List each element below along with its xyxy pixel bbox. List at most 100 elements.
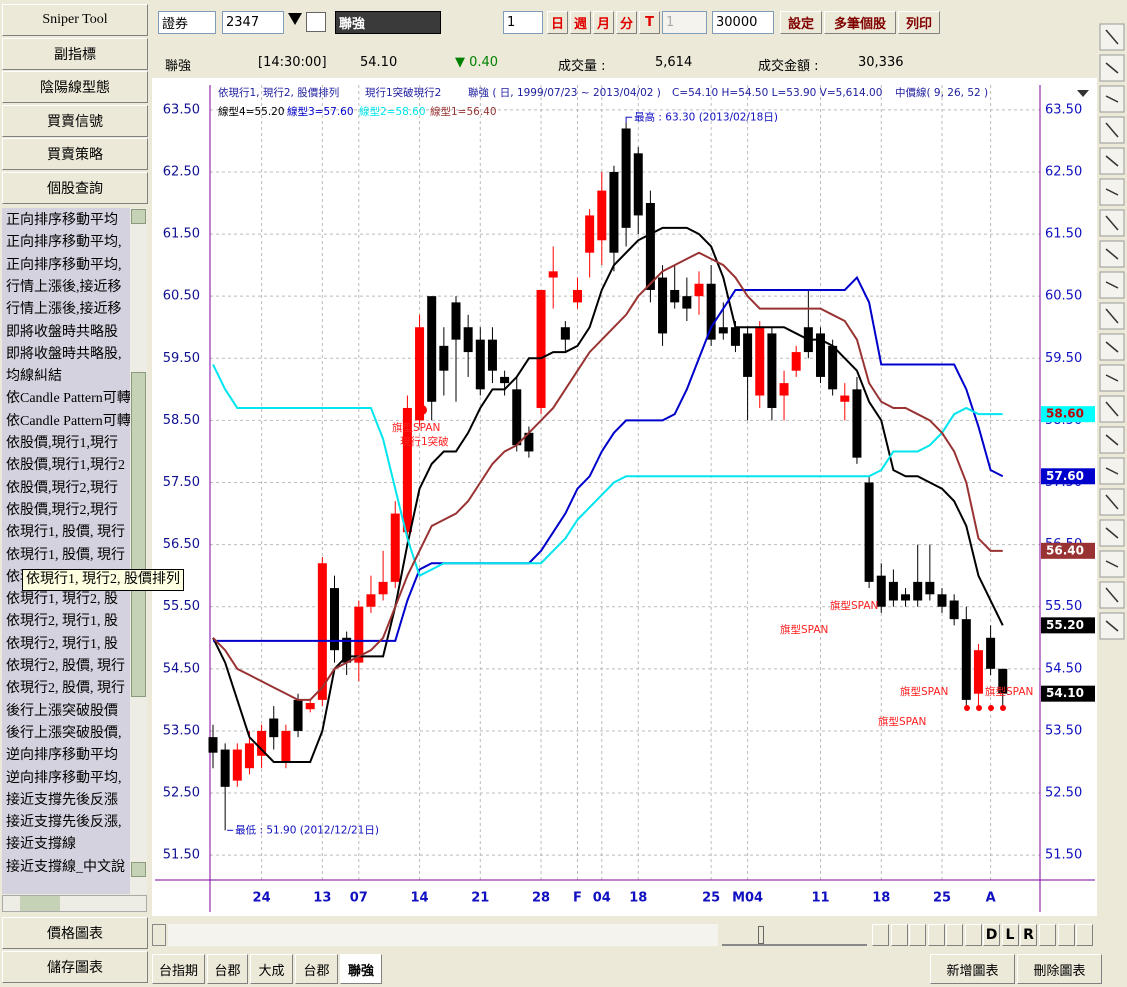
code-input[interactable]: 2347	[222, 11, 284, 34]
list-item[interactable]: 正向排序移動平均,	[6, 235, 122, 251]
nav-button[interactable]	[1076, 924, 1093, 946]
y-tick-label: 56.50	[163, 537, 200, 552]
tab[interactable]: 台郡	[207, 954, 248, 984]
tool-button[interactable]	[1099, 426, 1125, 454]
nav-button[interactable]	[946, 924, 963, 946]
candle-body	[451, 302, 461, 340]
tab[interactable]: 台指期	[152, 954, 205, 984]
list-item[interactable]: 依現行1, 股價, 現行	[6, 547, 125, 563]
list-item[interactable]: 依現行2, 股價, 現行	[6, 659, 125, 674]
candle-body	[682, 296, 692, 309]
candle-body	[500, 376, 510, 384]
list-item[interactable]: 依Candle Pattern可轉	[6, 413, 130, 429]
sidebar-button[interactable]: 買賣策略	[2, 138, 148, 170]
candle-body	[767, 333, 777, 408]
list-item[interactable]: 行情上漲後,接近移	[6, 302, 122, 318]
nav-button[interactable]: R	[1020, 924, 1037, 946]
period-button[interactable]: T	[639, 11, 660, 34]
chart-button[interactable]: 新增圖表	[930, 954, 1015, 984]
candle-body	[475, 339, 485, 390]
list-item[interactable]: 均線糾結	[6, 369, 62, 385]
tab[interactable]: 聯強	[340, 954, 382, 984]
h-scroll-thumb[interactable]	[20, 896, 60, 911]
nav-button[interactable]: L	[1001, 924, 1019, 946]
list-item[interactable]: 後行上漲突破股價,	[6, 725, 122, 741]
quote-amount-label: 成交金額 :	[758, 59, 819, 74]
nav-button[interactable]: D	[983, 924, 1000, 946]
slider[interactable]	[722, 924, 867, 946]
list-item[interactable]: 接近支撐線	[6, 837, 76, 853]
action-button[interactable]: 列印	[898, 11, 940, 34]
legend-entry: 線型2=58.60	[359, 105, 426, 118]
list-item[interactable]: 依現行1, 股價, 現行	[6, 525, 125, 541]
list-item[interactable]: 依股價,現行2,現行	[6, 502, 118, 518]
list-item[interactable]: 依現行2, 現行1, 股	[6, 636, 118, 652]
slider-thumb[interactable]	[758, 926, 764, 944]
candle-body	[986, 637, 996, 669]
candle-body	[913, 581, 923, 601]
search-icon[interactable]	[306, 12, 326, 32]
candle-body	[973, 650, 983, 694]
sidebar-button[interactable]: 儲存圖表	[2, 951, 148, 983]
scroll-up[interactable]	[131, 209, 146, 224]
list-item[interactable]: 依現行2, 股價, 現行	[6, 681, 125, 697]
period-button[interactable]: 日	[547, 11, 568, 34]
nav-button[interactable]	[927, 924, 945, 946]
chart-button[interactable]: 刪除圖表	[1017, 954, 1102, 984]
list-item[interactable]: 依股價,現行2,現行	[6, 480, 118, 496]
count-input[interactable]: 30000	[712, 11, 774, 34]
h-scroll-left[interactable]	[152, 924, 166, 946]
nav-button[interactable]	[872, 924, 889, 946]
list-item[interactable]: 依現行2, 現行1, 股	[6, 614, 118, 630]
nav-button[interactable]	[1057, 924, 1075, 946]
period-button[interactable]: 分	[616, 11, 637, 34]
list-item[interactable]: 依股價,現行1,現行2	[6, 458, 125, 474]
period-button[interactable]: 週	[570, 11, 591, 34]
sidebar-button[interactable]: 買賣信號	[2, 104, 148, 137]
y-tick-label: 58.50	[163, 413, 200, 428]
tool-button[interactable]	[1099, 457, 1125, 485]
sidebar-button[interactable]: 陰陽線型態	[2, 71, 148, 103]
h-scroll-track[interactable]	[168, 924, 718, 946]
high-marker	[625, 116, 633, 123]
candle-body	[269, 718, 279, 738]
list-item[interactable]: 依股價,現行1,現行	[6, 436, 118, 451]
tab[interactable]: 大成	[250, 954, 293, 984]
period-count[interactable]: 1	[503, 11, 543, 34]
candle-body	[609, 171, 619, 253]
list-item[interactable]: 正向排序移動平均	[6, 213, 118, 228]
list-item[interactable]: 接近支撐先後反漲,	[6, 815, 122, 831]
scroll-thumb[interactable]	[131, 372, 146, 697]
minute-select[interactable]: 1	[662, 11, 707, 34]
dropdown-icon[interactable]	[288, 13, 302, 25]
list-item[interactable]: 依Candle Pattern可轉	[6, 391, 130, 407]
price-tag	[1041, 685, 1095, 702]
list-item[interactable]: 行情上漲後,接近移	[6, 279, 122, 295]
tool-icon	[1105, 494, 1119, 510]
action-button[interactable]: 設定	[780, 11, 822, 34]
list-item[interactable]: 即將收盤時共略股	[6, 324, 118, 340]
period-button[interactable]: 月	[593, 11, 614, 34]
list-item[interactable]: 逆向排序移動平均,	[6, 770, 122, 786]
list-item[interactable]: 後行上漲突破股價	[6, 703, 118, 719]
sidebar-button[interactable]: 價格圖表	[2, 917, 148, 949]
nav-button[interactable]	[890, 924, 908, 946]
nav-button[interactable]	[964, 924, 982, 946]
list-item[interactable]: 接近支撐線_中文說	[6, 859, 125, 875]
nav-button[interactable]	[909, 924, 926, 946]
list-item[interactable]: 即將收盤時共略股,	[6, 346, 122, 362]
action-button[interactable]: 多筆個股	[824, 11, 896, 34]
scroll-down[interactable]	[131, 862, 146, 877]
list-item[interactable]: 接近支撐先後反漲	[6, 792, 118, 808]
nav-button[interactable]	[1039, 924, 1056, 946]
sidebar-button[interactable]: Sniper Tool	[2, 4, 148, 36]
list-item[interactable]: 正向排序移動平均,	[6, 257, 122, 273]
market-select[interactable]: 證券	[158, 11, 216, 34]
sidebar-button[interactable]: 個股查詢	[2, 171, 148, 204]
tool-button[interactable]	[1099, 364, 1125, 392]
list-item[interactable]: 依現行1, 現行2, 股	[6, 592, 118, 608]
sidebar-button[interactable]: 副指標	[2, 37, 148, 70]
list-item[interactable]: 逆向排序移動平均	[6, 748, 118, 764]
tab[interactable]: 台郡	[295, 954, 338, 984]
tool-button[interactable]	[1099, 116, 1125, 144]
